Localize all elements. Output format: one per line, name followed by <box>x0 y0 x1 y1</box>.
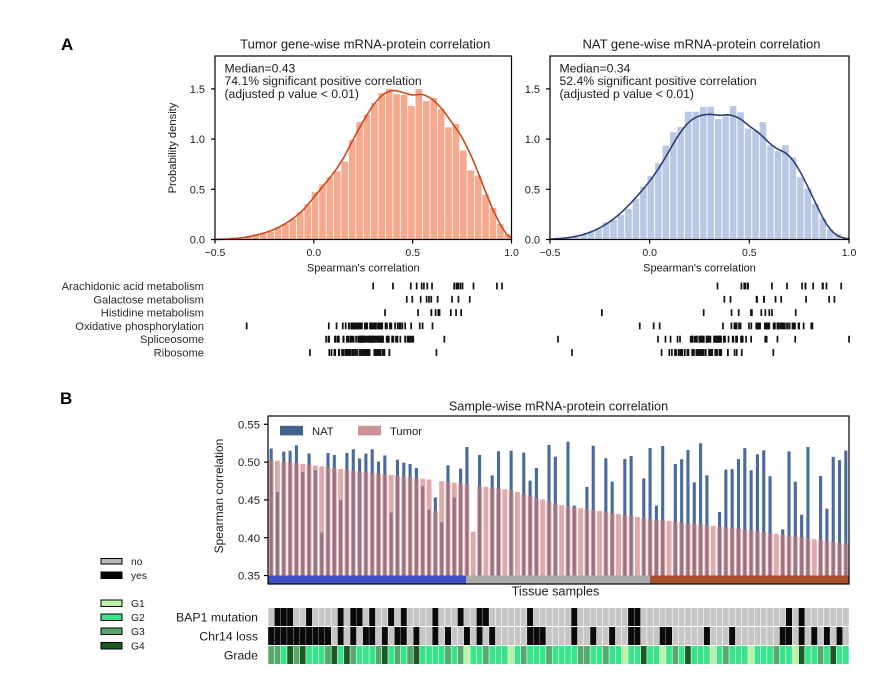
svg-text:0.0: 0.0 <box>525 235 540 247</box>
svg-text:Grade: Grade <box>224 648 258 662</box>
svg-text:yes: yes <box>131 571 147 582</box>
svg-text:0.0: 0.0 <box>190 235 205 247</box>
svg-text:Median=0.34: Median=0.34 <box>560 62 631 76</box>
svg-text:1.5: 1.5 <box>190 84 205 96</box>
svg-text:Arachidonic acid metabolism: Arachidonic acid metabolism <box>62 281 204 293</box>
svg-text:−0.5: −0.5 <box>540 247 561 259</box>
svg-text:Galactose metabolism: Galactose metabolism <box>93 294 204 306</box>
svg-text:0.5: 0.5 <box>405 247 420 259</box>
svg-text:Spliceosome: Spliceosome <box>140 334 204 346</box>
svg-text:0.5: 0.5 <box>525 184 540 196</box>
svg-text:0.5: 0.5 <box>742 247 757 259</box>
svg-text:Spearman's correlation: Spearman's correlation <box>307 263 420 275</box>
svg-text:0.35: 0.35 <box>238 571 260 583</box>
svg-text:0.0: 0.0 <box>307 247 322 259</box>
svg-text:0.0: 0.0 <box>642 247 657 259</box>
svg-text:B: B <box>60 389 72 408</box>
svg-text:1.0: 1.0 <box>190 134 205 146</box>
svg-text:−0.5: −0.5 <box>205 247 226 259</box>
svg-text:no: no <box>131 557 143 568</box>
svg-text:0.45: 0.45 <box>238 495 260 507</box>
svg-text:1.0: 1.0 <box>504 247 519 259</box>
svg-text:BAP1 mutation: BAP1 mutation <box>176 610 258 624</box>
svg-text:0.55: 0.55 <box>238 419 260 431</box>
svg-text:NAT: NAT <box>312 426 334 438</box>
svg-text:Probability density: Probability density <box>167 102 179 193</box>
svg-text:0.5: 0.5 <box>190 184 205 196</box>
svg-text:G1: G1 <box>131 599 145 610</box>
svg-text:Spearman's correlation: Spearman's correlation <box>643 263 756 275</box>
svg-text:Tissue samples: Tissue samples <box>512 585 600 599</box>
svg-text:0.40: 0.40 <box>238 533 260 545</box>
svg-text:Tumor gene-wise mRNA-protein c: Tumor gene-wise mRNA-protein correlation <box>240 37 490 52</box>
svg-text:Spearman correlation: Spearman correlation <box>212 439 226 554</box>
svg-text:0.50: 0.50 <box>238 457 260 469</box>
svg-text:52.4% significant positive cor: 52.4% significant positive correlation <box>560 74 757 88</box>
svg-text:Median=0.43: Median=0.43 <box>225 62 296 76</box>
svg-text:G3: G3 <box>131 627 145 638</box>
svg-text:A: A <box>61 35 73 54</box>
svg-text:NAT gene-wise mRNA-protein cor: NAT gene-wise mRNA-protein correlation <box>583 37 821 52</box>
svg-text:Sample-wise mRNA-protein corre: Sample-wise mRNA-protein correlation <box>449 400 668 414</box>
svg-text:1.0: 1.0 <box>842 247 857 259</box>
svg-text:Histidine metabolism: Histidine metabolism <box>101 308 204 320</box>
svg-text:Ribosome: Ribosome <box>154 348 204 360</box>
svg-text:G2: G2 <box>131 613 145 624</box>
svg-text:1.5: 1.5 <box>525 84 540 96</box>
svg-text:G4: G4 <box>131 642 145 653</box>
svg-text:Tumor: Tumor <box>390 426 422 438</box>
svg-text:Oxidative phosphorylation: Oxidative phosphorylation <box>75 321 204 333</box>
svg-text:(adjusted p value < 0.01): (adjusted p value < 0.01) <box>560 87 695 101</box>
svg-text:1.0: 1.0 <box>525 134 540 146</box>
svg-text:Chr14 loss: Chr14 loss <box>199 629 258 643</box>
svg-text:74.1% significant positive cor: 74.1% significant positive correlation <box>225 74 422 88</box>
svg-text:(adjusted p value < 0.01): (adjusted p value < 0.01) <box>225 87 360 101</box>
